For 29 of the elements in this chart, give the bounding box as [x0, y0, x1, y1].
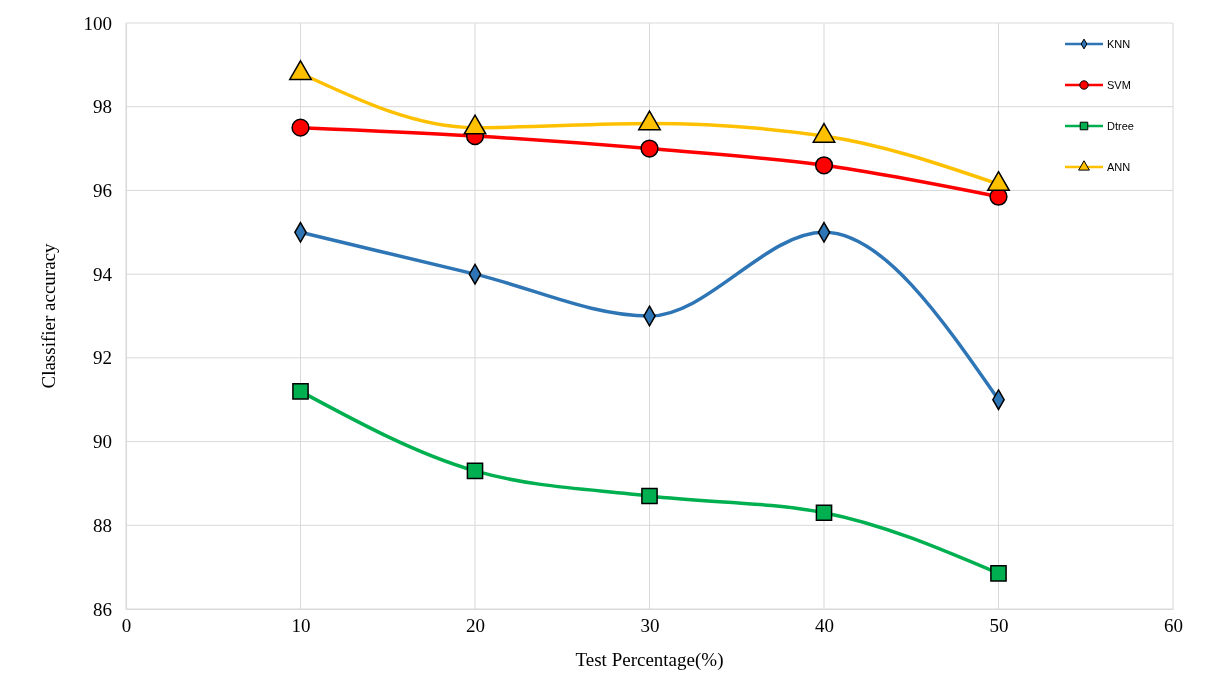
y-tick-label: 100	[83, 12, 112, 34]
x-tick-label: 10	[291, 615, 311, 637]
x-tick-label: 20	[466, 615, 485, 637]
x-tick-label: 40	[815, 615, 834, 637]
x-tick-label: 0	[121, 615, 132, 637]
y-tick-label: 98	[93, 96, 112, 118]
point	[466, 462, 484, 480]
x-tick-label: 50	[989, 615, 1009, 637]
y-tick-label: 96	[93, 180, 112, 202]
y-tick-label: 90	[93, 431, 112, 453]
y-tick-label: 88	[93, 514, 112, 536]
point	[641, 487, 658, 505]
y-axis-title: Classifier accuracy	[38, 242, 59, 389]
y-tick-label: 94	[93, 263, 113, 285]
x-tick-label: 60	[1164, 615, 1183, 637]
point	[814, 156, 834, 175]
point	[292, 383, 309, 400]
point	[291, 118, 310, 137]
legend-label: KNN	[1107, 38, 1131, 50]
point	[990, 565, 1007, 582]
legend-label: Dtree	[1107, 120, 1134, 132]
x-tick-label: 30	[640, 615, 660, 637]
y-tick-label: 92	[93, 347, 112, 369]
x-axis-title: Test Percentage(%)	[575, 649, 724, 671]
legend-label: ANN	[1107, 161, 1131, 173]
point	[815, 504, 833, 522]
legend-label: SVM	[1107, 79, 1131, 91]
y-tick-label: 86	[93, 598, 112, 620]
point	[640, 139, 659, 158]
